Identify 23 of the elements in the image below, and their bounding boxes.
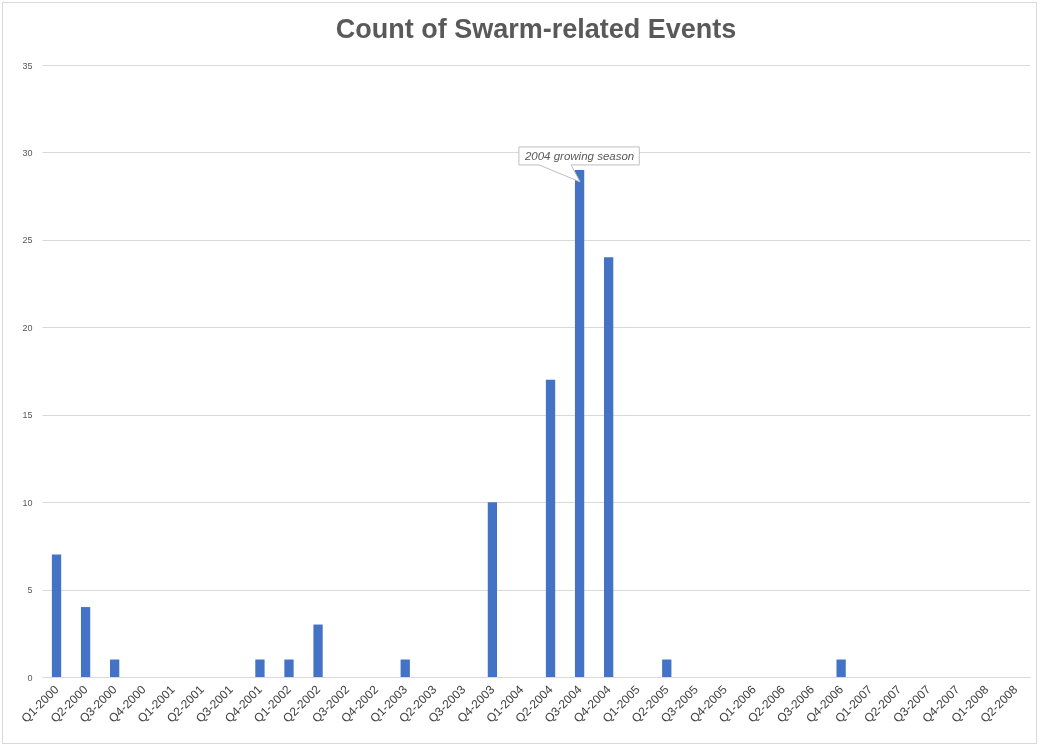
bar (80, 607, 91, 677)
y-tick-label: 25 (22, 235, 33, 246)
y-tick-label: 20 (22, 322, 33, 333)
y-tick-label: 5 (27, 585, 33, 596)
bar (604, 257, 614, 677)
y-tick-label: 30 (22, 147, 33, 158)
bar (51, 554, 62, 677)
bar (487, 502, 498, 677)
bar (662, 659, 672, 677)
bar (836, 659, 846, 677)
y-tick-label: 10 (22, 497, 33, 508)
annotation: 2004 growing season (523, 149, 635, 162)
chart-title: Count of Swarm-related Events (335, 14, 737, 44)
y-tick-label: 15 (22, 410, 33, 421)
bar (574, 169, 585, 677)
bar (313, 624, 323, 677)
bar (400, 659, 410, 677)
bar (545, 379, 556, 677)
bar (284, 659, 294, 677)
y-tick-label: 0 (27, 672, 33, 683)
bar (110, 659, 120, 677)
y-tick-label: 35 (22, 60, 33, 71)
bar (255, 659, 265, 677)
